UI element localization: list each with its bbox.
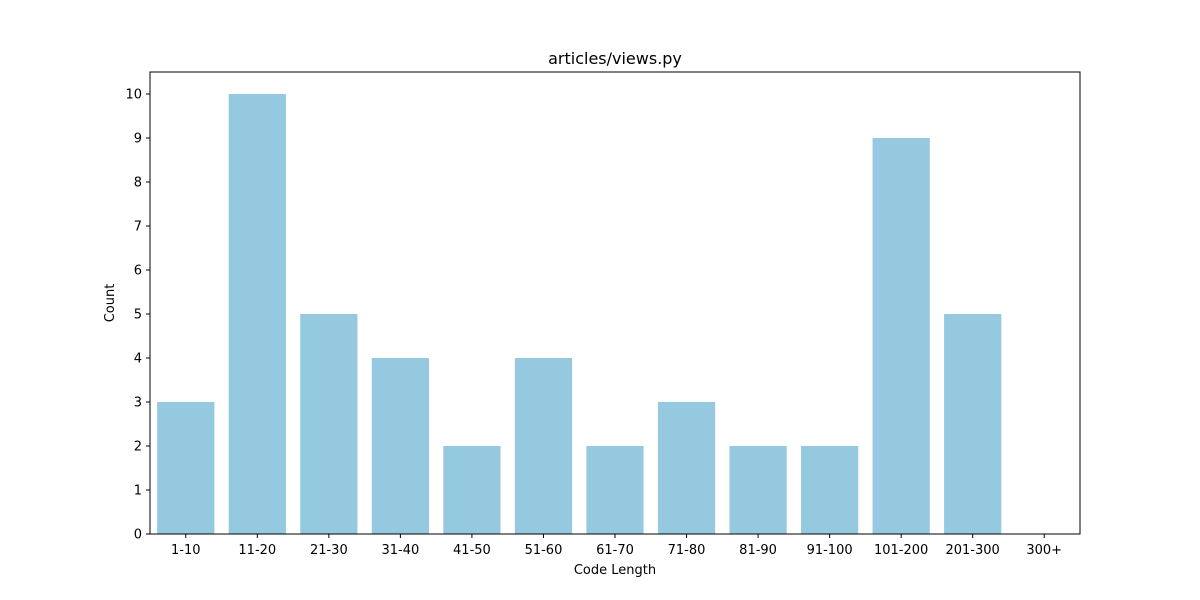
bar-1-10 — [157, 402, 215, 534]
bar-81-90 — [729, 446, 787, 534]
y-tick-label: 5 — [134, 308, 142, 323]
bars-group — [157, 94, 1002, 534]
bar-61-70 — [586, 446, 644, 534]
bar-91-100 — [801, 446, 859, 534]
y-tick-label: 8 — [134, 176, 142, 191]
x-tick-label: 21-30 — [310, 543, 348, 558]
x-tick-label: 11-20 — [238, 543, 276, 558]
x-tick-label: 101-200 — [874, 543, 928, 558]
y-tick-label: 4 — [134, 352, 142, 367]
bar-101-200 — [872, 138, 930, 534]
y-tick-label: 9 — [134, 132, 142, 147]
chart-title: articles/views.py — [548, 49, 682, 68]
bar-41-50 — [443, 446, 501, 534]
x-tick-label: 1-10 — [171, 543, 201, 558]
y-axis-label: Count — [103, 284, 118, 323]
y-tick-label: 0 — [134, 528, 142, 543]
bar-201-300 — [944, 314, 1002, 534]
bar-31-40 — [371, 358, 429, 534]
y-tick-label: 10 — [125, 88, 142, 103]
x-tick-label: 51-60 — [525, 543, 563, 558]
y-tick-label: 6 — [134, 264, 142, 279]
bar-71-80 — [657, 402, 716, 534]
x-axis-label: Code Length — [574, 563, 656, 578]
y-tick-label: 1 — [134, 484, 142, 499]
y-tick-label: 7 — [134, 220, 142, 235]
x-tick-label: 61-70 — [596, 543, 634, 558]
bar-51-60 — [514, 358, 573, 534]
x-axis: 1-10 11-20 21-30 31-40 41-50 51-60 61-70 71-80 8… — [171, 534, 1062, 558]
y-tick-label: 3 — [134, 396, 142, 411]
x-tick-label: 41-50 — [453, 543, 491, 558]
x-tick-label: 71-80 — [668, 543, 706, 558]
x-tick-label: 31-40 — [381, 543, 419, 558]
x-tick-label: 201-300 — [946, 543, 1000, 558]
y-tick-label: 2 — [134, 440, 142, 455]
x-tick-label: 91-100 — [807, 543, 853, 558]
x-tick-label: 81-90 — [739, 543, 777, 558]
bar-11-20 — [228, 94, 286, 534]
x-tick-label: 300+ — [1026, 543, 1062, 558]
y-axis: 0 1 2 3 4 5 6 7 8 9 10 — [125, 88, 150, 543]
bar-21-30 — [300, 314, 358, 534]
